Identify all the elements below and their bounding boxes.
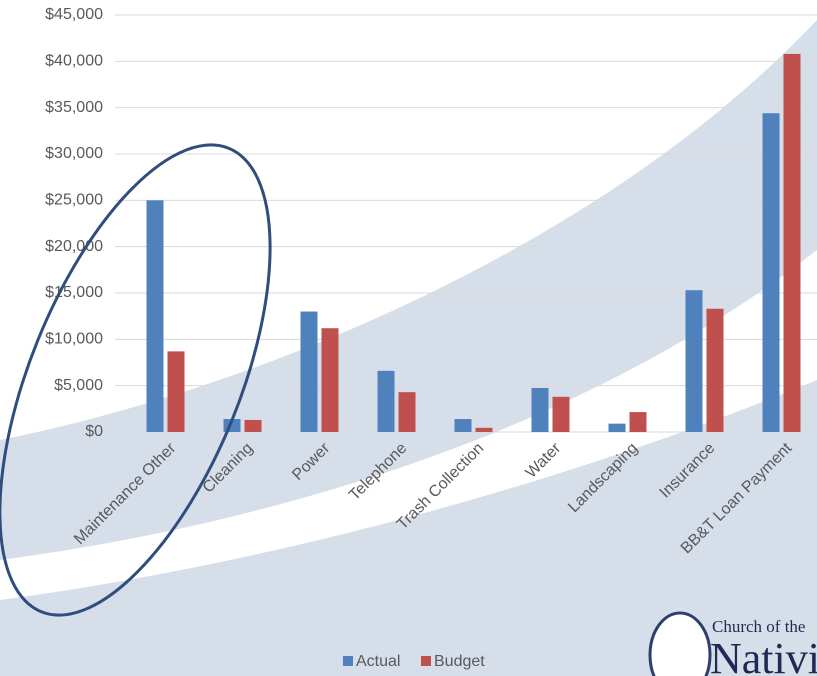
legend-swatch	[343, 656, 353, 666]
bar	[321, 328, 339, 432]
bar	[706, 308, 724, 432]
logo: Church of the Nativity	[648, 611, 817, 676]
y-tick-label: $30,000	[45, 145, 103, 162]
logo-emblem	[648, 611, 712, 676]
legend: Actual Budget	[343, 653, 485, 670]
y-tick-label: $35,000	[45, 99, 103, 116]
bar	[608, 423, 626, 432]
bar	[552, 396, 570, 432]
bar	[300, 311, 318, 432]
logo-line2: Nativity	[710, 634, 817, 676]
y-tick-label: $5,000	[54, 377, 103, 394]
bar	[685, 290, 703, 432]
bar	[475, 427, 493, 432]
y-tick-label: $40,000	[45, 53, 103, 70]
logo-line1: Church of the	[712, 617, 805, 636]
decor-band	[0, 20, 817, 560]
bar	[167, 351, 185, 432]
legend-swatch	[421, 656, 431, 666]
legend-label: Budget	[434, 653, 485, 670]
bar	[377, 370, 395, 432]
y-tick-label: $45,000	[45, 6, 103, 23]
y-tick-label: $10,000	[45, 331, 103, 348]
y-tick-label: $15,000	[45, 284, 103, 301]
bar	[454, 419, 472, 432]
bar	[398, 392, 416, 432]
y-tick-label: $0	[85, 423, 103, 440]
bar	[146, 200, 164, 432]
legend-label: Actual	[356, 653, 400, 670]
y-tick-label: $20,000	[45, 238, 103, 255]
bar	[531, 387, 549, 432]
bar	[629, 412, 647, 432]
grid: $0 $5,000 $10,000 $15,000 $20,000 $25,000 $30,…	[45, 6, 817, 440]
annotation-ellipse	[0, 143, 272, 617]
decor-band	[0, 380, 817, 676]
bar	[783, 53, 801, 433]
bar	[762, 113, 780, 432]
bar	[244, 419, 262, 432]
y-tick-label: $25,000	[45, 192, 103, 209]
